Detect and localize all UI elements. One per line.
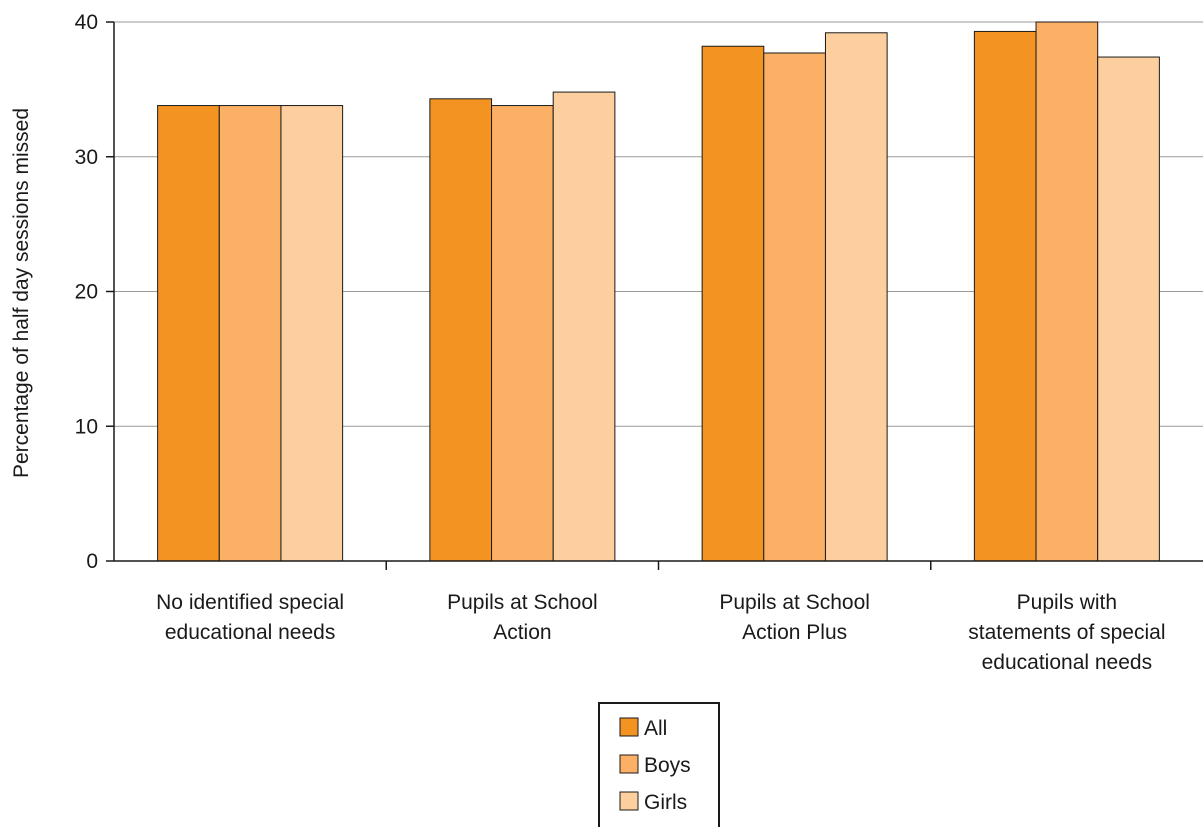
- bar-all: [429, 98, 493, 562]
- bar-boys: [763, 52, 826, 562]
- y-tick-label: 10: [75, 415, 98, 438]
- x-tick-labels: No identified special educational needs Pu…: [156, 591, 1165, 674]
- x-tick-label: statements of special: [968, 621, 1165, 644]
- x-tick-label: Pupils with: [1017, 591, 1117, 614]
- y-tick-label: 40: [75, 11, 98, 34]
- y-tick-label: 0: [86, 550, 98, 573]
- bar-boys: [491, 105, 554, 562]
- legend: All Boys Girls: [598, 702, 720, 832]
- axes: [106, 21, 1203, 570]
- y-tick-labels: 0 10 20 30 40: [75, 11, 98, 573]
- bar-all: [701, 45, 765, 562]
- legend-swatch-boys: [619, 754, 639, 774]
- bar-boys: [1035, 21, 1099, 562]
- legend-label-all: All: [644, 717, 667, 740]
- x-tick-label: Pupils at School: [447, 591, 598, 614]
- x-tick-label: Action: [493, 621, 551, 644]
- x-tick-label: Action Plus: [742, 621, 847, 644]
- bar-all: [157, 105, 220, 562]
- bar-girls: [280, 105, 344, 562]
- legend-swatch-girls: [619, 791, 639, 811]
- x-tick-label: Pupils at School: [719, 591, 870, 614]
- x-tick-label: educational needs: [982, 651, 1152, 674]
- y-tick-label: 30: [75, 146, 98, 169]
- legend-label-boys: Boys: [644, 754, 691, 777]
- x-tick-label: educational needs: [165, 621, 335, 644]
- bar-girls: [1097, 56, 1160, 562]
- bar-girls: [824, 32, 888, 562]
- x-tick-label: No identified special: [156, 591, 344, 614]
- y-axis-label: Percentage of half day sessions missed: [10, 108, 33, 478]
- bar-girls: [552, 91, 616, 562]
- y-tick-label: 20: [75, 281, 98, 304]
- legend-label-girls: Girls: [644, 791, 687, 814]
- legend-swatch-all: [619, 717, 639, 737]
- bars: [157, 21, 1160, 562]
- bar-all: [973, 30, 1037, 562]
- bar-boys: [218, 105, 282, 562]
